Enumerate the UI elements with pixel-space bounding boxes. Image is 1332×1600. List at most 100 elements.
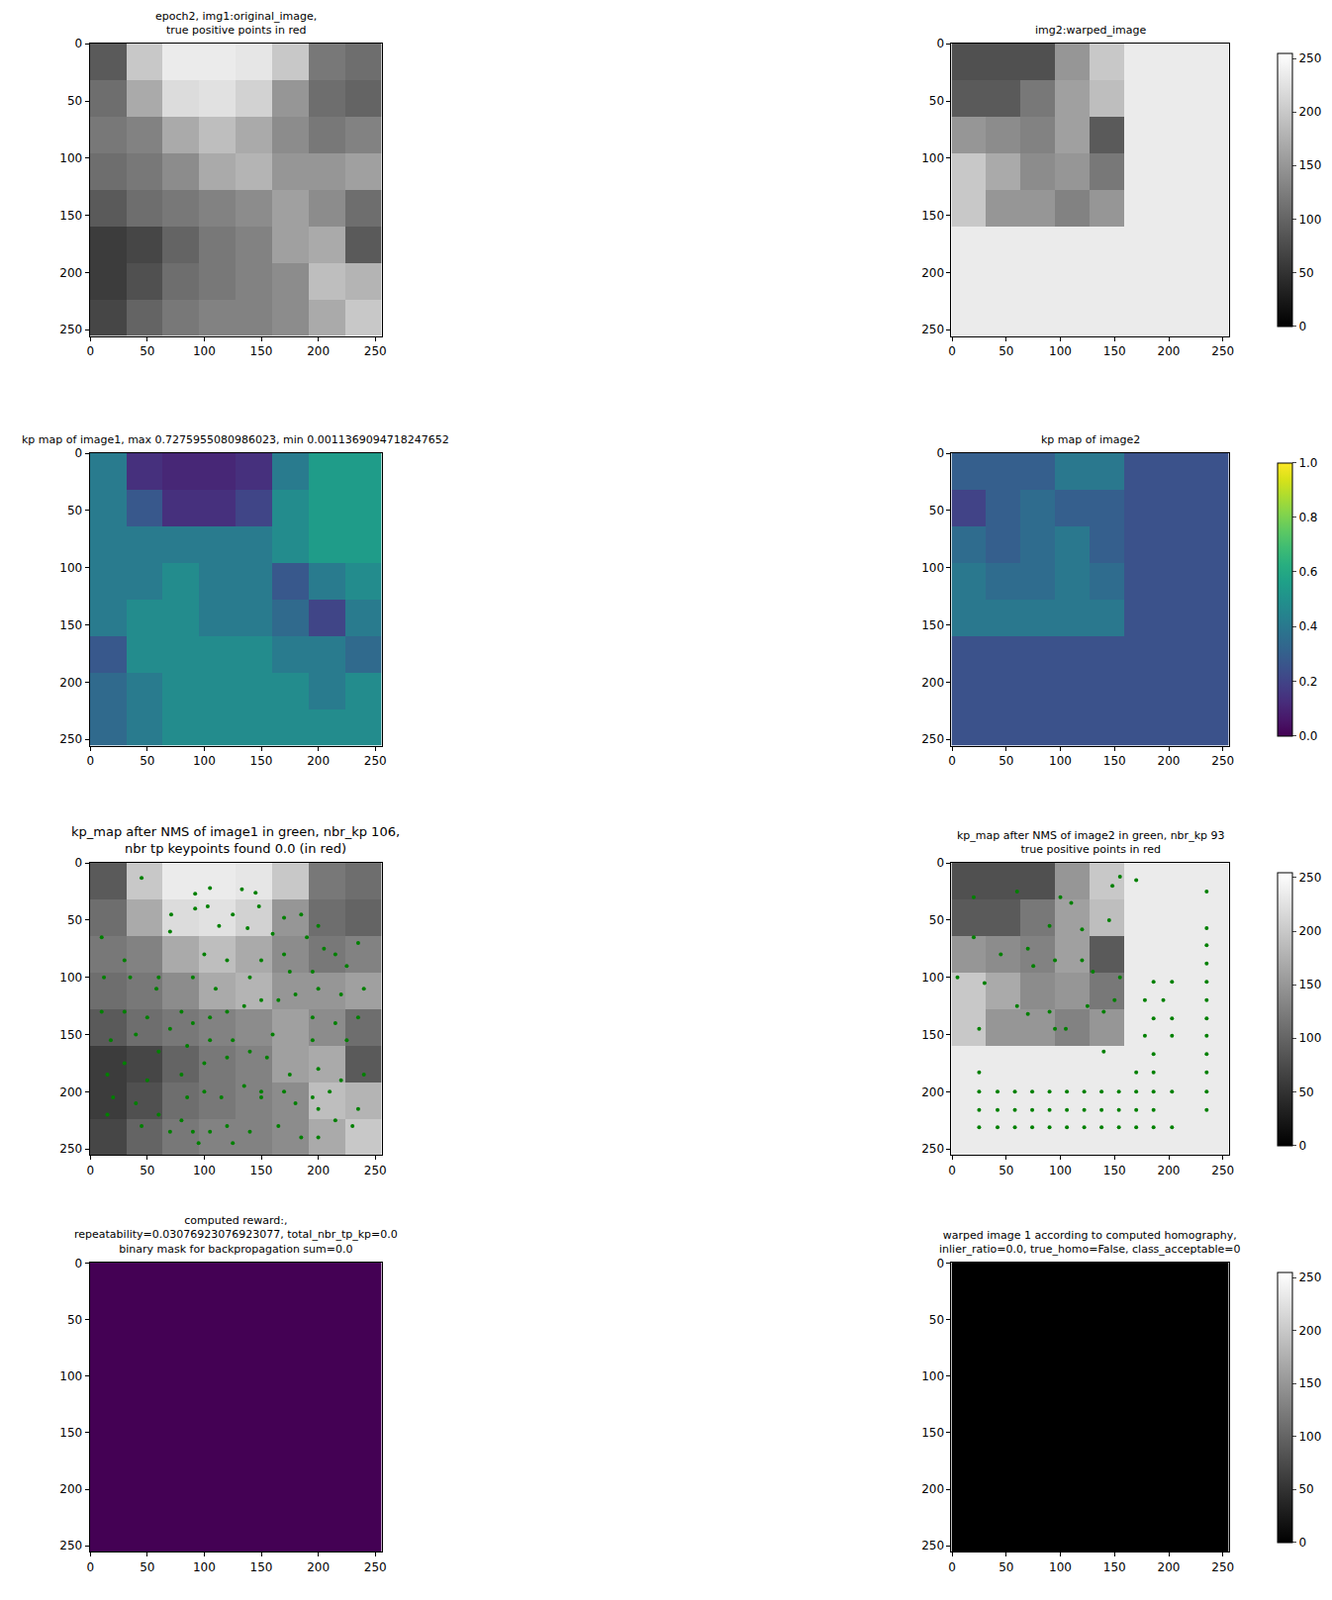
svg-text:50: 50	[998, 344, 1014, 359]
svg-text:250: 250	[364, 754, 387, 768]
svg-text:50: 50	[139, 1163, 155, 1178]
svg-text:1.0: 1.0	[1298, 456, 1318, 471]
svg-text:50: 50	[1298, 1085, 1314, 1100]
svg-text:100: 100	[921, 151, 945, 166]
svg-text:50: 50	[929, 503, 945, 518]
svg-text:250: 250	[1298, 870, 1322, 885]
svg-text:0: 0	[1298, 319, 1307, 334]
svg-text:img2:warped_image: img2:warped_image	[1035, 23, 1146, 37]
svg-text:100: 100	[921, 561, 945, 575]
svg-text:150: 150	[1103, 754, 1127, 768]
svg-text:warped image 1 according to co: warped image 1 according to computed hom…	[939, 1229, 1241, 1256]
svg-text:0: 0	[86, 344, 95, 359]
svg-text:0.2: 0.2	[1298, 674, 1318, 689]
svg-text:200: 200	[921, 266, 945, 281]
svg-text:50: 50	[998, 1560, 1014, 1575]
svg-text:150: 150	[59, 1028, 83, 1043]
svg-text:250: 250	[59, 1538, 83, 1553]
svg-text:0: 0	[948, 1163, 956, 1178]
svg-text:0: 0	[75, 856, 84, 870]
svg-text:50: 50	[929, 913, 945, 928]
svg-text:250: 250	[921, 732, 945, 747]
svg-text:0.8: 0.8	[1298, 510, 1318, 525]
svg-text:150: 150	[1103, 1163, 1127, 1178]
svg-text:0.6: 0.6	[1298, 565, 1318, 579]
svg-text:200: 200	[1298, 104, 1322, 119]
svg-text:50: 50	[67, 503, 83, 518]
svg-text:150: 150	[59, 618, 83, 633]
svg-text:50: 50	[929, 94, 945, 108]
svg-text:250: 250	[1211, 344, 1235, 359]
svg-text:100: 100	[192, 1163, 216, 1178]
svg-text:250: 250	[921, 1538, 945, 1553]
svg-text:250: 250	[1211, 1163, 1235, 1178]
svg-text:0: 0	[936, 1256, 945, 1271]
svg-text:50: 50	[929, 1313, 945, 1328]
svg-text:50: 50	[1298, 1482, 1314, 1497]
svg-text:150: 150	[250, 754, 274, 768]
svg-text:50: 50	[67, 94, 83, 108]
svg-text:150: 150	[1298, 977, 1322, 992]
svg-text:150: 150	[59, 1426, 83, 1440]
svg-text:200: 200	[921, 1085, 945, 1100]
svg-text:100: 100	[192, 1560, 216, 1575]
svg-text:200: 200	[1157, 754, 1181, 768]
svg-text:150: 150	[250, 344, 274, 359]
svg-text:200: 200	[921, 675, 945, 690]
svg-text:100: 100	[59, 970, 83, 985]
svg-text:200: 200	[1157, 1163, 1181, 1178]
svg-text:0.4: 0.4	[1298, 619, 1318, 634]
svg-text:250: 250	[364, 1560, 387, 1575]
svg-text:0: 0	[936, 446, 945, 461]
svg-text:100: 100	[1048, 1163, 1072, 1178]
svg-text:150: 150	[250, 1560, 274, 1575]
svg-text:100: 100	[1048, 754, 1072, 768]
svg-text:100: 100	[192, 344, 216, 359]
svg-text:kp_map after NMS of image1 in: kp_map after NMS of image1 in green, nbr…	[71, 824, 400, 857]
svg-text:250: 250	[921, 322, 945, 337]
svg-text:250: 250	[1298, 51, 1322, 66]
svg-text:0: 0	[1298, 1535, 1307, 1550]
svg-text:0: 0	[75, 36, 84, 51]
svg-text:150: 150	[1103, 1560, 1127, 1575]
svg-text:200: 200	[1157, 344, 1181, 359]
svg-text:0: 0	[75, 446, 84, 461]
svg-text:200: 200	[306, 344, 330, 359]
svg-text:0: 0	[86, 1560, 95, 1575]
svg-text:200: 200	[59, 1482, 83, 1497]
svg-text:100: 100	[59, 561, 83, 575]
svg-text:0.0: 0.0	[1298, 729, 1318, 744]
svg-text:250: 250	[1211, 754, 1235, 768]
svg-text:kp_map after NMS of image2 in: kp_map after NMS of image2 in green, nbr…	[956, 829, 1225, 857]
svg-text:250: 250	[1211, 1560, 1235, 1575]
svg-text:50: 50	[998, 1163, 1014, 1178]
svg-text:0: 0	[86, 1163, 95, 1178]
svg-text:100: 100	[1298, 212, 1322, 227]
svg-text:100: 100	[1298, 1031, 1322, 1046]
svg-text:250: 250	[59, 1141, 83, 1156]
svg-text:0: 0	[948, 754, 956, 768]
svg-text:0: 0	[948, 1560, 956, 1575]
svg-text:150: 150	[1103, 344, 1127, 359]
svg-text:epoch2, img1:original_image,tr: epoch2, img1:original_image,true positiv…	[155, 9, 317, 37]
svg-text:100: 100	[921, 970, 945, 985]
svg-text:200: 200	[59, 675, 83, 690]
svg-text:250: 250	[59, 732, 83, 747]
svg-text:200: 200	[1157, 1560, 1181, 1575]
svg-text:100: 100	[192, 754, 216, 768]
svg-text:50: 50	[1298, 266, 1314, 281]
svg-text:kp map of image2: kp map of image2	[1041, 433, 1141, 447]
svg-text:100: 100	[921, 1369, 945, 1384]
svg-text:250: 250	[364, 1163, 387, 1178]
svg-text:50: 50	[139, 344, 155, 359]
svg-text:100: 100	[1048, 1560, 1072, 1575]
svg-text:50: 50	[139, 754, 155, 768]
svg-text:200: 200	[921, 1482, 945, 1497]
svg-text:200: 200	[306, 754, 330, 768]
svg-text:150: 150	[250, 1163, 274, 1178]
svg-text:250: 250	[1298, 1270, 1322, 1285]
svg-text:kp map of image1, max 0.727595: kp map of image1, max 0.7275955080986023…	[21, 433, 450, 447]
svg-text:100: 100	[1298, 1429, 1322, 1444]
svg-text:50: 50	[67, 913, 83, 928]
svg-text:150: 150	[1298, 158, 1322, 173]
